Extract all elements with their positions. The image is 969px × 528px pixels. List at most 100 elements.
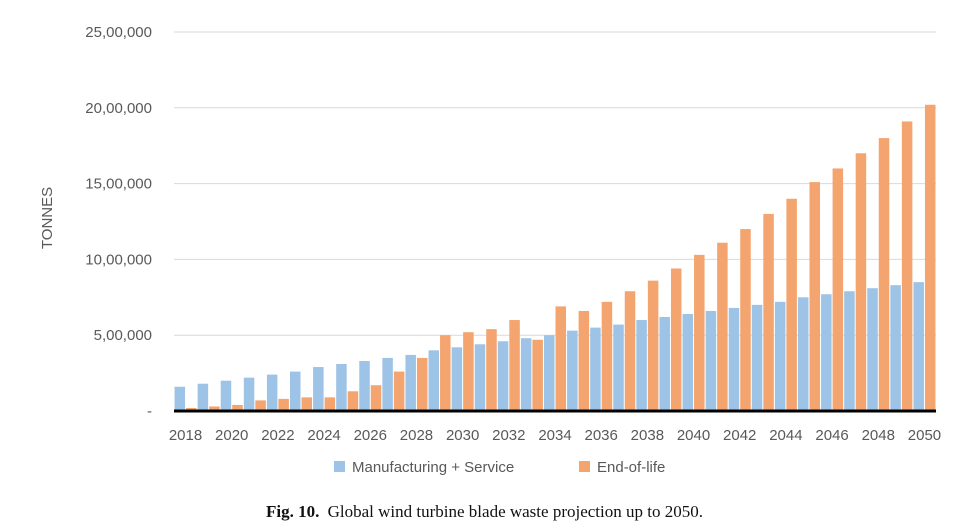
x-tick-label: 2040 bbox=[677, 427, 710, 444]
bar-manufacturing-service bbox=[636, 320, 647, 411]
figure-caption: Fig. 10. Global wind turbine blade waste… bbox=[0, 502, 969, 522]
x-tick-label: 2050 bbox=[908, 427, 941, 444]
bars bbox=[174, 104, 936, 411]
y-axis: - 5,00,000 10,00,000 15,00,000 20,00,000 25,0… bbox=[85, 24, 152, 420]
bar-manufacturing-service bbox=[243, 377, 255, 411]
bar-manufacturing-service bbox=[451, 347, 463, 411]
x-tick-label: 2026 bbox=[354, 427, 387, 444]
x-tick-label: 2020 bbox=[215, 427, 248, 444]
bar-end-of-life bbox=[186, 407, 197, 411]
bar-manufacturing-service bbox=[890, 285, 901, 411]
bar-manufacturing-service bbox=[428, 350, 440, 411]
bar-end-of-life bbox=[878, 138, 890, 411]
bar-manufacturing-service bbox=[821, 294, 832, 411]
bar-manufacturing-service bbox=[705, 310, 717, 411]
bar-end-of-life bbox=[393, 371, 405, 411]
bar-end-of-life bbox=[670, 268, 682, 411]
bar-end-of-life bbox=[486, 329, 497, 411]
bar-manufacturing-service bbox=[798, 297, 809, 411]
bar-end-of-life bbox=[624, 291, 636, 411]
bar-manufacturing-service bbox=[174, 386, 186, 411]
bar-end-of-life bbox=[440, 335, 451, 411]
x-tick-label: 2018 bbox=[169, 427, 202, 444]
legend-label-end-of-life: End-of-life bbox=[597, 459, 665, 476]
bar-end-of-life bbox=[786, 198, 797, 411]
bar-end-of-life bbox=[416, 357, 428, 411]
bar-end-of-life bbox=[463, 332, 474, 411]
bar-manufacturing-service bbox=[590, 327, 601, 411]
x-tick-label: 2036 bbox=[584, 427, 617, 444]
bar-manufacturing-service bbox=[728, 307, 740, 411]
bar-end-of-life bbox=[763, 213, 774, 411]
bar-manufacturing-service bbox=[382, 357, 393, 411]
x-tick-label: 2024 bbox=[307, 427, 340, 444]
bar-end-of-life bbox=[694, 254, 705, 411]
x-tick-label: 2044 bbox=[769, 427, 802, 444]
bar-manufacturing-service bbox=[520, 338, 532, 411]
bar-end-of-life bbox=[301, 397, 312, 411]
y-tick-label: 15,00,000 bbox=[85, 176, 152, 193]
bar-manufacturing-service bbox=[359, 360, 370, 411]
bar-end-of-life bbox=[740, 229, 751, 411]
bar-manufacturing-service bbox=[867, 288, 878, 411]
bar-end-of-life bbox=[232, 404, 243, 411]
y-tick-label: - bbox=[147, 403, 152, 420]
bar-end-of-life bbox=[578, 310, 590, 411]
bar-end-of-life bbox=[370, 385, 382, 411]
y-tick-label: 25,00,000 bbox=[85, 24, 152, 41]
y-tick-label: 5,00,000 bbox=[94, 327, 152, 344]
x-tick-label: 2022 bbox=[261, 427, 294, 444]
bar-manufacturing-service bbox=[474, 344, 486, 411]
legend-swatch-end-of-life bbox=[579, 461, 590, 472]
bar-manufacturing-service bbox=[774, 301, 786, 411]
bar-end-of-life bbox=[647, 280, 659, 411]
bar-manufacturing-service bbox=[844, 291, 855, 411]
x-tick-label: 2030 bbox=[446, 427, 479, 444]
bar-manufacturing-service bbox=[266, 374, 278, 411]
chart: - 5,00,000 10,00,000 15,00,000 20,00,000 25,0… bbox=[39, 24, 941, 476]
bar-end-of-life bbox=[347, 391, 359, 411]
bar-manufacturing-service bbox=[220, 380, 232, 411]
bar-end-of-life bbox=[209, 406, 220, 411]
bar-end-of-life bbox=[717, 242, 728, 411]
bar-manufacturing-service bbox=[682, 313, 694, 411]
x-tick-label: 2038 bbox=[631, 427, 664, 444]
bar-manufacturing-service bbox=[659, 317, 670, 411]
figure-caption-label: Fig. 10. bbox=[266, 502, 320, 521]
bar-manufacturing-service bbox=[613, 324, 624, 411]
x-tick-label: 2028 bbox=[400, 427, 433, 444]
bar-manufacturing-service bbox=[290, 371, 301, 411]
x-tick-label: 2042 bbox=[723, 427, 756, 444]
x-tick-label: 2032 bbox=[492, 427, 525, 444]
bar-end-of-life bbox=[278, 398, 289, 411]
bar-end-of-life bbox=[255, 400, 266, 411]
y-tick-label: 10,00,000 bbox=[85, 251, 152, 268]
bar-manufacturing-service bbox=[197, 383, 209, 411]
bar-end-of-life bbox=[809, 182, 820, 411]
bar-end-of-life bbox=[855, 153, 867, 411]
bar-end-of-life bbox=[901, 121, 913, 411]
y-tick-label: 20,00,000 bbox=[85, 100, 152, 117]
bar-end-of-life bbox=[924, 104, 936, 411]
bar-end-of-life bbox=[601, 301, 613, 411]
x-tick-label: 2048 bbox=[862, 427, 895, 444]
bar-end-of-life bbox=[832, 168, 844, 411]
bar-manufacturing-service bbox=[913, 282, 924, 411]
bar-manufacturing-service bbox=[544, 335, 555, 411]
x-axis: 2018 2020 2022 2024 2026 2028 2030 2032 2034 2036… bbox=[169, 427, 941, 444]
bar-end-of-life bbox=[555, 306, 566, 411]
bar-manufacturing-service bbox=[567, 330, 578, 411]
bar-end-of-life bbox=[509, 320, 520, 411]
legend: Manufacturing + Service End-of-life bbox=[334, 459, 665, 476]
legend-label-manufacturing: Manufacturing + Service bbox=[352, 459, 514, 476]
bar-end-of-life bbox=[324, 397, 336, 411]
gridlines bbox=[174, 31, 936, 336]
bar-manufacturing-service bbox=[405, 354, 416, 411]
legend-swatch-manufacturing bbox=[334, 461, 345, 472]
bar-manufacturing-service bbox=[313, 367, 324, 411]
x-tick-label: 2046 bbox=[815, 427, 848, 444]
bar-end-of-life bbox=[532, 339, 543, 411]
x-tick-label: 2034 bbox=[538, 427, 571, 444]
figure-caption-text: Global wind turbine blade waste projecti… bbox=[327, 502, 703, 521]
bar-manufacturing-service bbox=[336, 364, 347, 411]
